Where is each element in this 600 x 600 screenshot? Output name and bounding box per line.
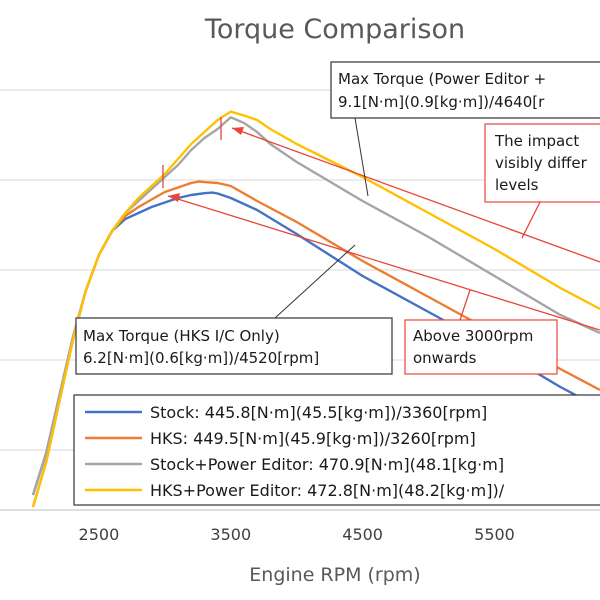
arrowhead-upper (232, 127, 244, 135)
annotation-power-editor: Max Torque (Power Editor + 9.1[N·m](0.9[… (330, 61, 600, 119)
annotation-connectors (162, 117, 600, 331)
x-tick-label: 2500 (79, 525, 120, 544)
annotation-line: 9.1[N·m](0.9[kg·m])/4640[r (338, 93, 545, 111)
trend-arrow-lower (167, 195, 600, 331)
trend-arrow-upper (231, 127, 600, 263)
annotation-line: levels (495, 176, 539, 194)
x-tick-label: 5500 (474, 525, 515, 544)
rpm-leader (459, 289, 471, 321)
annotation-line: visibly differ (495, 154, 588, 172)
annotation-line: 6.2[N·m](0.6[kg·m])/4520[rpm] (83, 349, 319, 367)
annotation-hks-ic: Max Torque (HKS I/C Only) 6.2[N·m](0.6[k… (75, 317, 393, 375)
series-lines (31, 110, 600, 508)
x-tick-label: 3500 (210, 525, 251, 544)
annotation-line: Max Torque (HKS I/C Only) (83, 327, 280, 345)
annotation-line: Above 3000rpm (413, 327, 533, 345)
impact-leader (521, 201, 541, 239)
annotation-above-3000: Above 3000rpm onwards (404, 319, 558, 375)
annotation-line: Max Torque (Power Editor + (338, 70, 546, 88)
hks-ic-leader (274, 244, 356, 319)
legend-entry-hks: HKS: 449.5[N·m](45.9[kg·m])/3260[rpm] (150, 429, 476, 448)
annotation-impact: The impact visibly differ levels (484, 123, 600, 203)
power-editor-leader (354, 117, 369, 197)
x-tick-labels: 2500 3500 4500 5500 (79, 525, 515, 544)
legend-entry-stock-power-editor: Stock+Power Editor: 470.9[N·m](48.1[kg·m… (150, 455, 504, 474)
legend: Stock: 445.8[N·m](45.5[kg·m])/3360[rpm] … (73, 394, 600, 506)
chart-title: Torque Comparison (204, 14, 465, 45)
x-tick-label: 4500 (342, 525, 383, 544)
series-line-3 (31, 110, 600, 508)
x-axis-label: Engine RPM (rpm) (249, 564, 420, 586)
annotation-line: onwards (413, 349, 477, 367)
legend-entry-hks-power-editor: HKS+Power Editor: 472.8[N·m](48.2[kg·m])… (150, 481, 505, 500)
arrowhead-lower (168, 193, 180, 202)
annotation-line: The impact (494, 132, 579, 150)
legend-entry-stock: Stock: 445.8[N·m](45.5[kg·m])/3360[rpm] (150, 403, 487, 422)
annotation-leaders (274, 117, 369, 319)
